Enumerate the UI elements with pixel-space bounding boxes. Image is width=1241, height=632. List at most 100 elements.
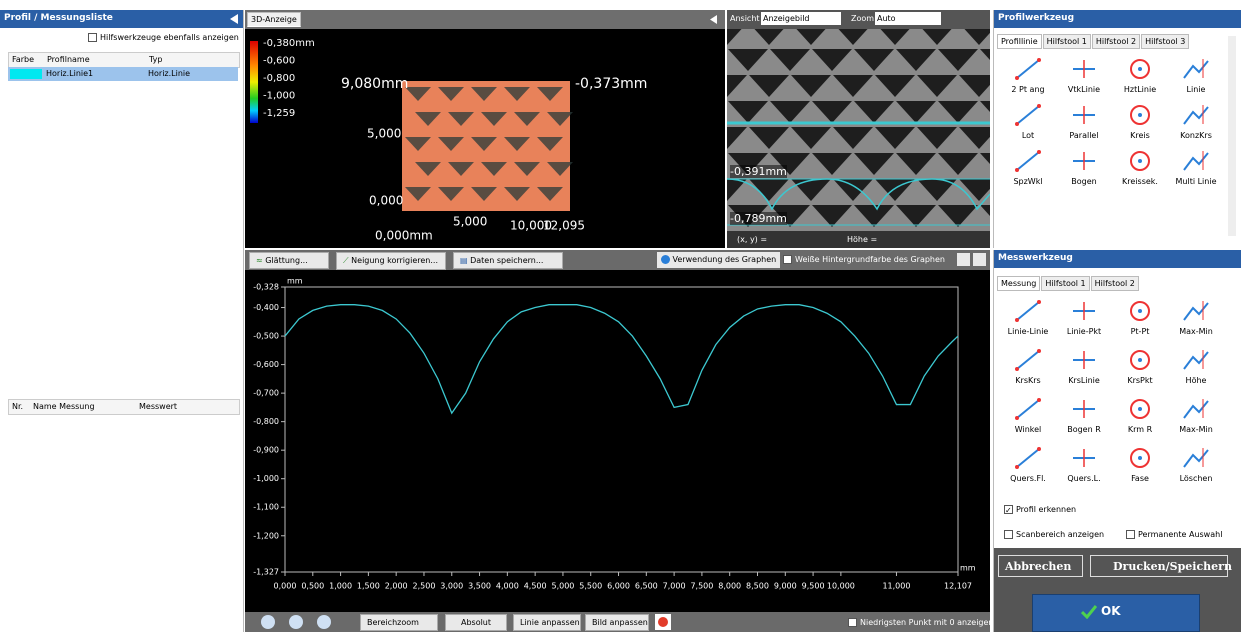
panel-title: Profil / Messungsliste xyxy=(4,13,113,23)
button-label: Neigung korrigieren... xyxy=(351,256,438,265)
scan-checkbox[interactable]: Scanbereich anzeigen xyxy=(1004,530,1104,539)
tab[interactable]: Hilfstool 2 xyxy=(1092,34,1140,49)
tool-label: SpzWkl xyxy=(1000,177,1056,186)
profile-row[interactable]: Horiz.Linie1 Horiz.Linie xyxy=(8,67,238,81)
tool-button[interactable]: Krm R xyxy=(1112,394,1168,443)
absolute-button[interactable]: Absolut xyxy=(445,614,507,631)
tab[interactable]: Hilfstool 3 xyxy=(1141,34,1189,49)
tool-button[interactable]: Lot xyxy=(1000,100,1056,146)
tool-button[interactable]: Linie-Linie xyxy=(1000,296,1056,345)
lowest-zero-checkbox[interactable]: Niedrigsten Punkt mit 0 anzeigen xyxy=(848,618,994,627)
tool-button[interactable]: 2 Pt ang xyxy=(1000,54,1056,100)
x-tick-label: 8,000 xyxy=(718,582,741,591)
zoom-in-button[interactable] xyxy=(261,615,275,629)
tool-button[interactable]: Max-Min xyxy=(1168,394,1224,443)
tilt-button[interactable]: ⟋ Neigung korrigieren... xyxy=(336,252,446,270)
ok-button[interactable]: OK xyxy=(1032,594,1200,632)
view-select[interactable]: Anzeigebild xyxy=(761,12,841,25)
zoom-select[interactable]: Auto xyxy=(875,12,941,25)
tool-icon xyxy=(1125,396,1155,422)
panel-header: Messwerkzeug xyxy=(994,250,1241,268)
tab-row: ProfillinieHilfstool 1Hilfstool 2Hilfsto… xyxy=(997,34,1190,49)
tool-button[interactable]: SpzWkl xyxy=(1000,146,1056,192)
x-tick-label: 2,000 xyxy=(385,582,408,591)
tab[interactable]: Hilfstool 2 xyxy=(1091,276,1139,291)
x-tick-label: 5,000 xyxy=(551,582,574,591)
tool-button[interactable]: Kreissek. xyxy=(1112,146,1168,192)
tool-icon xyxy=(1181,445,1211,471)
x-tick-label: 4,500 xyxy=(524,582,547,591)
tool-icon xyxy=(1125,298,1155,324)
tool-button[interactable]: HztLinie xyxy=(1112,54,1168,100)
tool-button[interactable]: Max-Min xyxy=(1168,296,1224,345)
fit-line-button[interactable]: Linie anpassen xyxy=(513,614,581,631)
tool-button[interactable]: Bogen xyxy=(1056,146,1112,192)
help-button[interactable]: Verwendung des Graphen xyxy=(657,252,780,268)
range-zoom-button[interactable]: Bereichzoom xyxy=(360,614,438,631)
y-tick-label: -0,800 xyxy=(253,417,279,426)
checkbox-label: Hilfswerkzeuge ebenfalls anzeigen xyxy=(100,33,239,42)
fit-image-button[interactable]: Bild anpassen xyxy=(585,614,649,631)
tool-button[interactable]: Multi Linie xyxy=(1168,146,1224,192)
tool-icon xyxy=(1013,347,1043,373)
zoom-reset-button[interactable] xyxy=(317,615,331,629)
minimize-button[interactable] xyxy=(957,253,970,266)
tool-button[interactable]: KrsKrs xyxy=(1000,345,1056,394)
legend-label: -0,800 xyxy=(263,73,295,84)
tool-button[interactable]: Pt-Pt xyxy=(1112,296,1168,345)
helper-checkbox[interactable]: Hilfswerkzeuge ebenfalls anzeigen xyxy=(88,33,239,42)
view-3d: 3D-Anzeige -0,380mm-0,600-0,800-1,000-1,… xyxy=(245,10,725,248)
tool-button[interactable]: Kreis xyxy=(1112,100,1168,146)
tool-button[interactable]: Löschen xyxy=(1168,443,1224,492)
tool-button[interactable]: Linie xyxy=(1168,54,1224,100)
tab[interactable]: Messung xyxy=(997,276,1040,291)
collapse-icon[interactable] xyxy=(710,15,717,24)
depth-label: -0,391mm xyxy=(730,165,787,178)
tool-button[interactable]: Parallel xyxy=(1056,100,1112,146)
zoom-label: Zoom xyxy=(851,14,874,23)
scrollbar[interactable] xyxy=(1228,36,1236,236)
tool-label: Pt-Pt xyxy=(1112,327,1168,336)
tool-button[interactable]: KonzKrs xyxy=(1168,100,1224,146)
tool-button[interactable]: VtkLinie xyxy=(1056,54,1112,100)
image-toolbar: Ansicht Anzeigebild Zoom Auto xyxy=(727,10,990,29)
reset-button[interactable] xyxy=(655,614,671,630)
profile-name: Horiz.Linie1 xyxy=(46,69,93,78)
tab[interactable]: Hilfstool 1 xyxy=(1041,276,1089,291)
x-tick-label: 7,500 xyxy=(690,582,713,591)
tool-button[interactable]: Bogen R xyxy=(1056,394,1112,443)
tab[interactable]: Profillinie xyxy=(997,34,1042,49)
print-save-button[interactable]: Drucken/Speichern xyxy=(1090,555,1228,577)
zoom-out-button[interactable] xyxy=(289,615,303,629)
tool-button[interactable]: Fase xyxy=(1112,443,1168,492)
app: Profil / Messungsliste Hilfswerkzeuge eb… xyxy=(0,0,1241,632)
maximize-button[interactable] xyxy=(973,253,986,266)
tab-3d[interactable]: 3D-Anzeige xyxy=(247,12,301,27)
tool-button[interactable]: Quers.Fl. xyxy=(1000,443,1056,492)
tool-button[interactable]: Linie-Pkt xyxy=(1056,296,1112,345)
axis-label-3d: 0,000mm xyxy=(375,229,433,243)
collapse-icon[interactable] xyxy=(230,14,238,24)
cancel-button[interactable]: Abbrechen xyxy=(998,555,1083,577)
tool-button[interactable]: Winkel xyxy=(1000,394,1056,443)
smooth-button[interactable]: ≈ Glättung... xyxy=(249,252,329,269)
color-scale xyxy=(250,41,258,123)
y-tick-label: -0,500 xyxy=(253,332,279,341)
tool-label: Linie-Linie xyxy=(1000,327,1056,336)
x-tick-label: 2,500 xyxy=(413,582,436,591)
x-tick-label: 9,500 xyxy=(802,582,825,591)
tool-button[interactable]: Höhe xyxy=(1168,345,1224,394)
tool-button[interactable]: KrsPkt xyxy=(1112,345,1168,394)
tab[interactable]: Hilfstool 1 xyxy=(1043,34,1091,49)
save-button[interactable]: ▤ Daten speichern... xyxy=(453,252,563,269)
tool-button[interactable]: KrsLinie xyxy=(1056,345,1112,394)
tool-label: Kreissek. xyxy=(1112,177,1168,186)
graph-toolbar: ≈ Glättung... ⟋ Neigung korrigieren... ▤… xyxy=(245,250,990,270)
detect-checkbox[interactable]: ✓Profil erkennen xyxy=(1004,505,1076,514)
col-header: Profilname xyxy=(47,55,90,64)
white-bg-checkbox[interactable]: Weiße Hintergrundfarbe des Graphen xyxy=(783,255,945,264)
permanent-checkbox[interactable]: Permanente Auswahl xyxy=(1126,530,1222,539)
tool-button[interactable]: Quers.L. xyxy=(1056,443,1112,492)
tool-icon xyxy=(1013,56,1043,82)
